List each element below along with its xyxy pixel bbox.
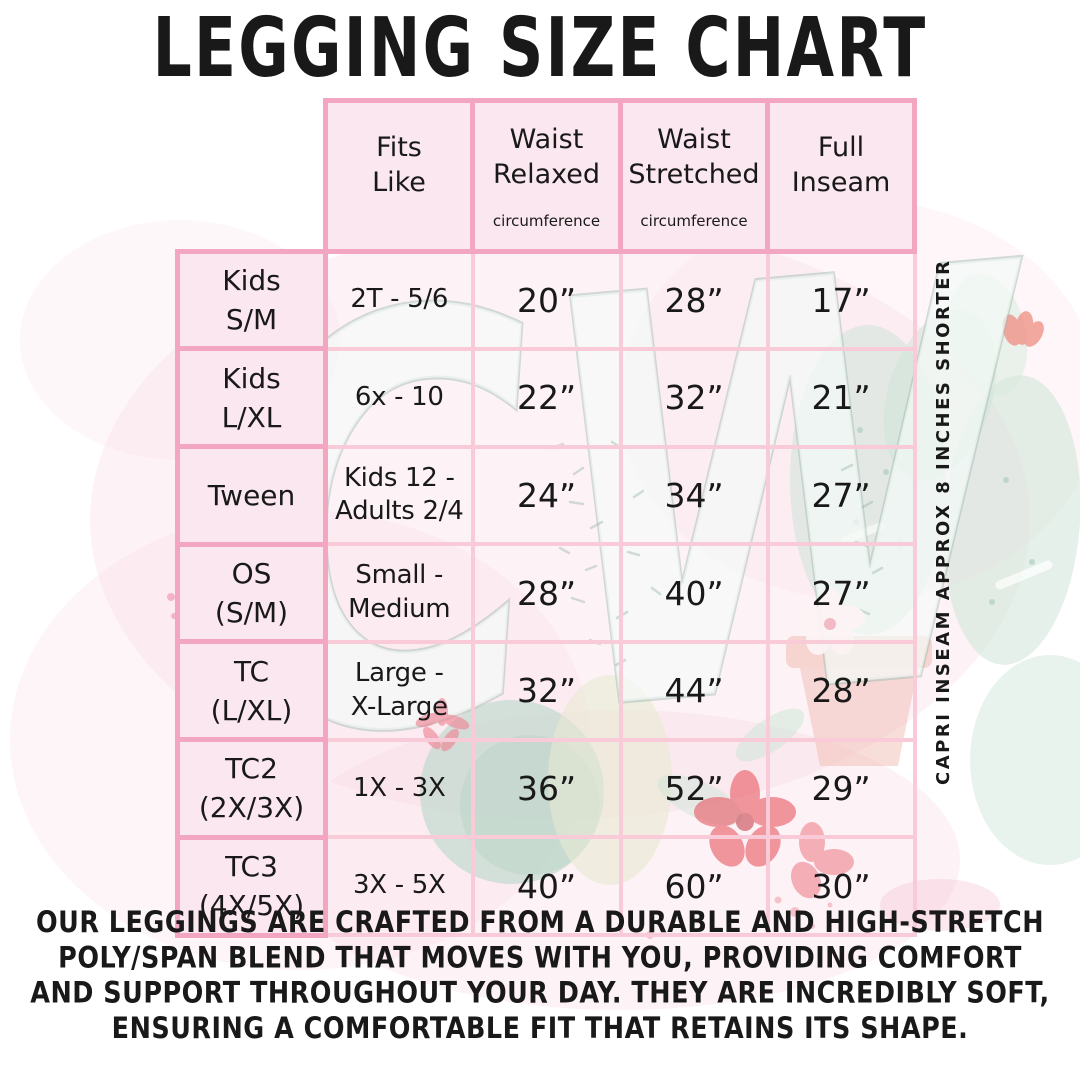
column-header-full-inseam: Full Inseam [765, 98, 917, 254]
cell-full-inseam: 29” [765, 737, 917, 840]
row-header: TC2 (2X/3X) [175, 737, 328, 840]
cell-full-inseam: 21” [765, 346, 917, 449]
cell-fits-like: 2T - 5/6 [323, 249, 475, 351]
row-header: Tween [175, 444, 328, 547]
cell-waist-relaxed: 22” [470, 346, 623, 449]
cell-fits-like: 1X - 3X [323, 737, 475, 840]
table-row-os: OS (S/M) Small - Medium 28” 40” 27” [175, 541, 917, 645]
cell-waist-stretched: 34” [618, 444, 770, 547]
cell-waist-stretched: 44” [618, 639, 770, 742]
size-table: Fits Like Waist Relaxed circumference Wa… [175, 98, 917, 938]
cell-full-inseam: 17” [765, 249, 917, 351]
description-text: OUR LEGGINGS ARE CRAFTED FROM A DURABLE … [30, 906, 1050, 1047]
table-row-kids-lxl: Kids L/XL 6x - 10 22” 32” 21” [175, 346, 917, 450]
table-row-tween: Tween Kids 12 - Adults 2/4 24” 34” 27” [175, 444, 917, 547]
cell-waist-stretched: 40” [618, 542, 770, 644]
page-title: LEGGING SIZE CHART [152, 1, 928, 96]
cell-waist-stretched: 60” [618, 835, 770, 937]
column-header-label: Full Inseam [791, 132, 891, 199]
table-row-tc: TC (L/XL) Large - X-Large 32” 44” 28” [175, 639, 917, 743]
column-header-subtext: circumference [492, 212, 601, 231]
cell-waist-stretched: 52” [618, 737, 770, 840]
cell-waist-relaxed: 36” [470, 737, 623, 840]
cell-waist-stretched: 28” [618, 249, 770, 351]
table-row-tc3: TC3 (4X/5X) 3X - 5X 40” 60” 30” [175, 834, 917, 938]
column-header-fits-like: Fits Like [323, 98, 475, 254]
column-header-waist-stretched: Waist Stretched circumference [618, 98, 770, 254]
row-header: OS (S/M) [175, 541, 328, 645]
cell-waist-relaxed: 28” [470, 542, 623, 644]
capri-inseam-note: CAPRI INSEAM APPROX 8 INCHES SHORTER [933, 258, 954, 786]
column-header-label: Fits Like [372, 132, 426, 199]
table-header-row: Fits Like Waist Relaxed circumference Wa… [178, 98, 917, 254]
row-header: TC (L/XL) [175, 639, 328, 743]
table-corner-spacer [178, 101, 326, 252]
row-header: TC3 (4X/5X) [175, 834, 328, 938]
cell-full-inseam: 27” [765, 542, 917, 644]
cell-waist-relaxed: 32” [470, 639, 623, 742]
cell-waist-relaxed: 24” [470, 444, 623, 547]
cell-waist-relaxed: 40” [470, 835, 623, 937]
cell-full-inseam: 30” [765, 835, 917, 937]
row-header: Kids L/XL [175, 346, 328, 450]
cell-fits-like: Kids 12 - Adults 2/4 [323, 444, 475, 547]
row-header: Kids S/M [175, 248, 328, 352]
column-header-subtext: circumference [640, 212, 748, 231]
table-row-tc2: TC2 (2X/3X) 1X - 3X 36” 52” 29” [175, 737, 917, 840]
column-header-label: Waist Stretched [628, 124, 760, 191]
cell-full-inseam: 28” [765, 639, 917, 742]
column-header-label: Waist Relaxed [492, 124, 601, 191]
cell-fits-like: 3X - 5X [323, 835, 475, 937]
column-header-waist-relaxed: Waist Relaxed circumference [470, 98, 623, 254]
cell-waist-stretched: 32” [618, 346, 770, 449]
table-row-kids-sm: Kids S/M 2T - 5/6 20” 28” 17” [175, 248, 917, 352]
cell-waist-relaxed: 20” [470, 249, 623, 351]
cell-fits-like: 6x - 10 [323, 346, 475, 449]
cell-fits-like: Large - X-Large [323, 639, 475, 742]
cell-full-inseam: 27” [765, 444, 917, 547]
cell-fits-like: Small - Medium [323, 542, 475, 644]
